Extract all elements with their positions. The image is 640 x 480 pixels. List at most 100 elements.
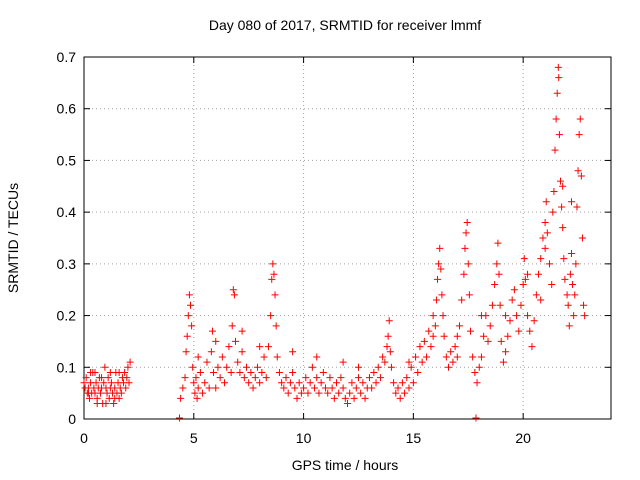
data-point (212, 337, 220, 345)
data-point (532, 291, 540, 299)
data-point (273, 353, 281, 361)
data-point (405, 384, 413, 392)
data-point (111, 394, 119, 402)
data-point (189, 363, 197, 371)
data-point (447, 348, 455, 356)
data-point (225, 343, 233, 351)
data-point (330, 394, 338, 402)
data-point (506, 317, 514, 325)
data-point (581, 312, 589, 320)
data-point (550, 187, 558, 195)
data-point (191, 389, 199, 397)
data-point (361, 394, 369, 402)
data-point (429, 332, 437, 340)
data-point (414, 368, 422, 376)
data-point (339, 358, 347, 366)
y-tick-label: 0.3 (57, 256, 77, 272)
data-point (286, 379, 294, 387)
data-point (256, 343, 264, 351)
data-point (567, 198, 575, 206)
data-point (93, 399, 101, 407)
data-point (466, 327, 474, 335)
data-point (368, 384, 376, 392)
data-point (176, 414, 184, 422)
data-point (455, 322, 463, 330)
data-point (190, 379, 198, 387)
data-point (348, 379, 356, 387)
data-point (566, 270, 574, 278)
data-point (513, 312, 521, 320)
data-point (403, 374, 411, 382)
data-point (177, 394, 185, 402)
data-point (556, 177, 564, 185)
data-point (484, 337, 492, 345)
data-point (260, 353, 268, 361)
data-point (381, 358, 389, 366)
data-point (284, 389, 292, 397)
data-point (280, 384, 288, 392)
data-point (464, 260, 472, 268)
data-point (96, 389, 104, 397)
data-point (390, 379, 398, 387)
data-point (186, 301, 194, 309)
data-point (270, 270, 278, 278)
data-point (125, 379, 133, 387)
data-point (571, 291, 579, 299)
data-point (569, 281, 577, 289)
data-point (475, 363, 483, 371)
data-point (560, 255, 568, 263)
axis-ticks: 0 5 10 15 20 0 0.1 0.2 0.3 0.4 0.5 0.6 0.7 (57, 49, 611, 446)
data-point (519, 281, 527, 289)
data-point (558, 203, 566, 211)
y-axis-label: SRMTID / TECUs (5, 183, 21, 293)
data-point (104, 374, 112, 382)
data-point (537, 255, 545, 263)
data-point (416, 343, 424, 351)
data-point (227, 368, 235, 376)
x-tick-label: 20 (515, 430, 531, 446)
data-point (549, 208, 557, 216)
data-point (541, 218, 549, 226)
data-point (313, 353, 321, 361)
data-point (546, 260, 554, 268)
data-point (179, 384, 187, 392)
data-point (216, 374, 224, 382)
data-point (306, 379, 314, 387)
data-point (256, 379, 264, 387)
data-point (324, 389, 332, 397)
data-point (251, 374, 259, 382)
data-point (465, 291, 473, 299)
data-point (576, 115, 584, 123)
data-point (477, 312, 485, 320)
data-point (412, 353, 420, 361)
data-point (126, 358, 134, 366)
data-point (240, 374, 248, 382)
data-point (269, 260, 277, 268)
data-point (494, 239, 502, 247)
data-point (453, 353, 461, 361)
data-point (201, 379, 209, 387)
data-point (499, 358, 507, 366)
data-point (502, 312, 510, 320)
data-point (561, 275, 569, 283)
data-point (510, 286, 518, 294)
data-point (249, 384, 257, 392)
data-point (418, 358, 426, 366)
data-point (302, 374, 310, 382)
data-point (574, 167, 582, 175)
data-point (572, 260, 580, 268)
y-tick-label: 0 (68, 411, 76, 427)
data-point (185, 291, 193, 299)
data-point (328, 384, 336, 392)
data-point (289, 348, 297, 356)
data-point (530, 317, 538, 325)
plot-frame (83, 56, 612, 420)
data-point (194, 353, 202, 361)
data-point (333, 379, 341, 387)
data-point (460, 270, 468, 278)
data-point (387, 363, 395, 371)
x-tick-label: 15 (406, 430, 422, 446)
data-point (354, 363, 362, 371)
data-point (563, 291, 571, 299)
data-point (528, 343, 536, 351)
